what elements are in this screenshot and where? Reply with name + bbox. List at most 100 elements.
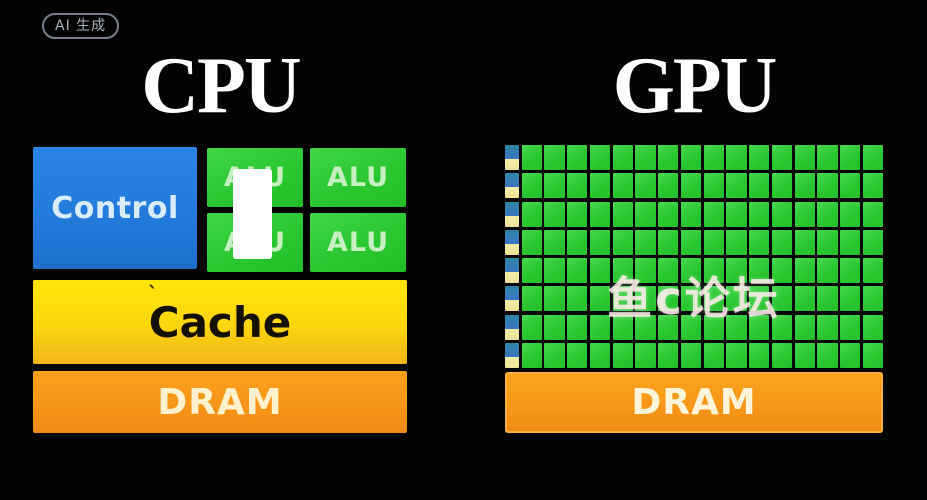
gpu-io-yellow-cell <box>505 215 519 227</box>
gpu-core-cell <box>794 145 815 170</box>
gpu-core-cell <box>726 145 747 170</box>
gpu-core-cell <box>817 201 838 227</box>
gpu-core-cell <box>680 314 701 340</box>
gpu-core-cell <box>658 258 679 284</box>
gpu-core-cell <box>703 201 724 227</box>
gpu-io-yellow-cell <box>505 328 519 340</box>
gpu-core-cell <box>635 201 656 227</box>
gpu-core-cell <box>794 314 815 340</box>
gpu-core-cell <box>612 229 633 255</box>
gpu-core-cell <box>862 145 883 170</box>
gpu-core-cell <box>612 173 633 199</box>
gpu-core-cell <box>749 229 770 255</box>
gpu-core-cell <box>521 342 542 368</box>
white-censor-box <box>233 169 272 259</box>
gpu-core-cell <box>794 201 815 227</box>
gpu-core-cell <box>680 173 701 199</box>
gpu-io-cell <box>505 229 519 255</box>
ai-generated-badge: AI 生成 <box>42 13 120 39</box>
gpu-core-cell <box>635 229 656 255</box>
gpu-core-cell <box>521 314 542 340</box>
gpu-core-cell <box>680 201 701 227</box>
gpu-core-cell <box>817 286 838 312</box>
gpu-core-cell <box>612 286 633 312</box>
cpu-cache-label: Cache <box>148 297 292 347</box>
cache-tick-mark: ˋ <box>148 282 158 306</box>
gpu-dram-block: DRAM <box>505 372 883 433</box>
gpu-core-cell <box>794 258 815 284</box>
gpu-core-cell <box>544 286 565 312</box>
gpu-core-cell <box>521 145 542 170</box>
gpu-core-cell <box>567 173 588 199</box>
gpu-core-cell <box>817 229 838 255</box>
gpu-core-cell <box>840 286 861 312</box>
gpu-core-cell <box>680 258 701 284</box>
gpu-core-cell <box>794 286 815 312</box>
gpu-core-cell <box>567 342 588 368</box>
gpu-core-cell <box>726 286 747 312</box>
alu-label: ALU <box>326 227 390 258</box>
gpu-io-blue-cell <box>505 342 519 357</box>
gpu-core-cell <box>771 258 792 284</box>
gpu-core-cell <box>726 258 747 284</box>
gpu-core-cell <box>680 229 701 255</box>
gpu-core-cell <box>680 145 701 170</box>
gpu-core-cell <box>589 342 610 368</box>
gpu-core-cell <box>840 314 861 340</box>
gpu-core-cell <box>703 145 724 170</box>
gpu-io-yellow-cell <box>505 243 519 255</box>
gpu-io-yellow-cell <box>505 300 519 312</box>
gpu-core-grid <box>505 145 883 368</box>
gpu-core-cell <box>726 314 747 340</box>
gpu-core-cell <box>680 286 701 312</box>
gpu-core-cell <box>544 342 565 368</box>
gpu-core-cell <box>612 314 633 340</box>
gpu-core-cell <box>703 286 724 312</box>
gpu-io-blue-cell <box>505 201 519 216</box>
cpu-alu-block: ALU <box>310 148 406 207</box>
gpu-core-cell <box>840 258 861 284</box>
gpu-core-cell <box>726 342 747 368</box>
gpu-core-cell <box>612 145 633 170</box>
gpu-core-cell <box>749 173 770 199</box>
gpu-core-cell <box>862 286 883 312</box>
gpu-core-cell <box>567 145 588 170</box>
cpu-control-block: Control <box>33 147 197 269</box>
gpu-core-cell <box>589 201 610 227</box>
gpu-core-cell <box>658 342 679 368</box>
gpu-core-cell <box>703 314 724 340</box>
gpu-core-cell <box>771 229 792 255</box>
gpu-core-cell <box>635 314 656 340</box>
gpu-io-blue-cell <box>505 145 519 159</box>
gpu-core-cell <box>840 173 861 199</box>
gpu-core-cell <box>726 229 747 255</box>
gpu-core-cell <box>567 258 588 284</box>
gpu-io-cell <box>505 342 519 368</box>
gpu-grid-row <box>505 173 883 199</box>
gpu-core-cell <box>544 173 565 199</box>
cpu-dram-label: DRAM <box>157 381 283 423</box>
gpu-core-cell <box>862 342 883 368</box>
gpu-core-cell <box>749 286 770 312</box>
gpu-core-cell <box>771 342 792 368</box>
gpu-core-cell <box>840 342 861 368</box>
gpu-io-cell <box>505 173 519 199</box>
gpu-core-cell <box>589 229 610 255</box>
gpu-title: GPU <box>612 42 778 130</box>
gpu-core-cell <box>612 258 633 284</box>
gpu-core-cell <box>726 173 747 199</box>
gpu-io-yellow-cell <box>505 272 519 284</box>
cpu-cache-block: Cache <box>33 280 407 364</box>
gpu-grid-row <box>505 342 883 368</box>
gpu-core-cell <box>703 258 724 284</box>
gpu-core-cell <box>658 201 679 227</box>
gpu-core-cell <box>817 314 838 340</box>
gpu-grid-row <box>505 229 883 255</box>
gpu-core-cell <box>589 145 610 170</box>
gpu-core-cell <box>635 258 656 284</box>
gpu-core-cell <box>635 145 656 170</box>
gpu-core-cell <box>771 286 792 312</box>
gpu-core-cell <box>635 286 656 312</box>
gpu-core-cell <box>658 286 679 312</box>
gpu-core-cell <box>749 342 770 368</box>
